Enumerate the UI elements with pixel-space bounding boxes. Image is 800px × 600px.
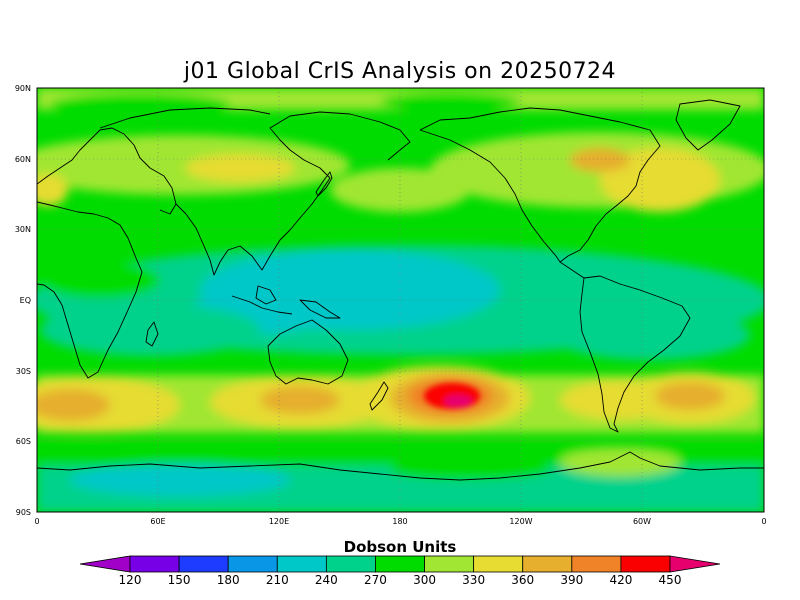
colorbar-swatch-low — [79, 555, 131, 573]
colorbar-swatch — [522, 555, 573, 573]
colorbar-swatch-high — [669, 555, 721, 573]
lon-label: 0 — [34, 517, 39, 526]
colorbar-swatch — [473, 555, 524, 573]
lon-label: 0 — [761, 517, 766, 526]
coastlines — [37, 99, 764, 481]
lon-label: 60E — [150, 517, 165, 526]
lon-label: 120W — [509, 517, 532, 526]
lat-label: 90N — [15, 84, 31, 93]
lat-label: 30S — [16, 367, 31, 376]
colorbar-tick-label: 150 — [168, 573, 191, 587]
colorbar-swatch — [178, 555, 229, 573]
map-gridlines — [37, 88, 764, 512]
colorbar-tick-label: 210 — [266, 573, 289, 587]
lat-label: EQ — [20, 296, 31, 305]
colorbar-tick-label: 360 — [511, 573, 534, 587]
colorbar-tick-label: 390 — [560, 573, 583, 587]
colorbar-tick-label: 120 — [119, 573, 142, 587]
lat-label: 90S — [16, 508, 31, 517]
colorbar-swatch — [424, 555, 475, 573]
colorbar-swatch — [375, 555, 425, 573]
colorbar-swatch — [276, 555, 327, 573]
colorbar: 120 150 180 210 240 270 300 330 360 390 420 450 — [79, 555, 721, 587]
longitude-labels: 0 60E 120E 180 120W 60W 0 — [34, 517, 766, 526]
latitude-labels: 90N 60N 30N EQ 30S 60S 90S — [15, 84, 31, 517]
lon-label: 180 — [392, 517, 407, 526]
colorbar-tick-label: 300 — [413, 573, 436, 587]
lat-label: 30N — [15, 225, 31, 234]
colorbar-tick-label: 180 — [217, 573, 240, 587]
lon-label: 60W — [633, 517, 651, 526]
ozone-field — [37, 88, 764, 512]
colorbar-tick-label: 240 — [315, 573, 338, 587]
colorbar-swatch — [620, 555, 671, 573]
lat-label: 60S — [16, 437, 31, 446]
lon-label: 120E — [269, 517, 289, 526]
colorbar-tick-label: 330 — [462, 573, 485, 587]
colorbar-tick-label: 270 — [364, 573, 387, 587]
colorbar-swatch — [227, 555, 278, 573]
colorbar-swatch — [325, 555, 376, 573]
lat-label: 60N — [15, 155, 31, 164]
colorbar-swatch — [571, 555, 622, 573]
map-frame — [36, 87, 765, 513]
colorbar-swatch — [129, 555, 180, 573]
colorbar-tick-label: 420 — [609, 573, 632, 587]
page-title: j01 Global CrIS Analysis on 20250724 — [183, 59, 616, 84]
colorbar-unit-label: Dobson Units — [344, 538, 457, 556]
colorbar-tick-label: 450 — [659, 573, 682, 587]
